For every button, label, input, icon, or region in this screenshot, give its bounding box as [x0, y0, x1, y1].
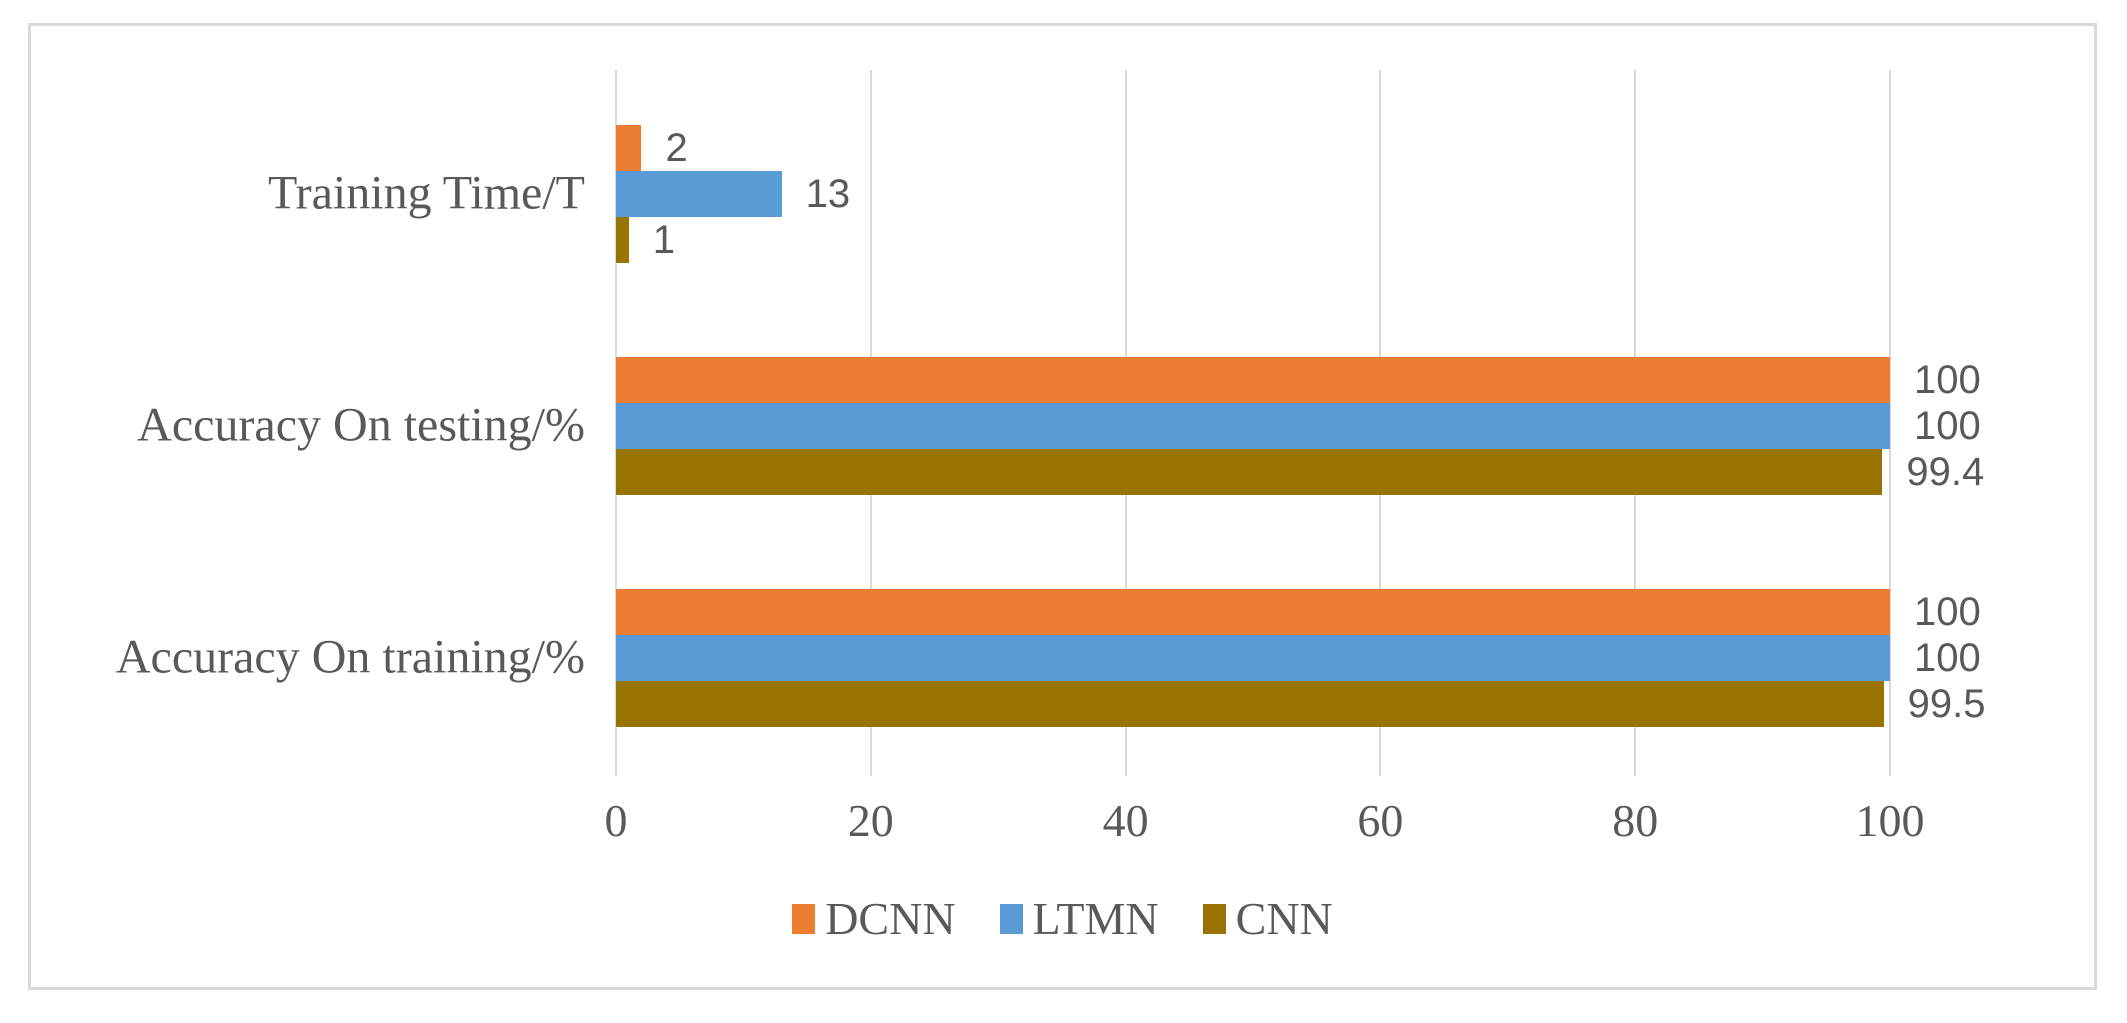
- bar-dcnn-category-1: [616, 357, 1890, 403]
- x-axis-tick-label: 20: [847, 795, 894, 846]
- bar-value-label-dcnn-category-0: 2: [665, 126, 688, 170]
- bar-value-label-cnn-category-2: 99.5: [1907, 682, 1986, 726]
- bar-dcnn-category-2: [616, 589, 1890, 635]
- bar-value-label-ltmn-category-2: 100: [1914, 636, 1981, 680]
- legend-swatch-cnn: [1202, 904, 1226, 934]
- bar-ltmn-category-0: [616, 171, 782, 217]
- legend-swatch-dcnn: [792, 904, 816, 934]
- x-axis-tick-label: 80: [1612, 795, 1659, 846]
- gridline-100: [1889, 70, 1891, 776]
- chart-legend: DCNN LTMN CNN: [28, 896, 2097, 942]
- category-label: Accuracy On testing/%: [137, 398, 585, 452]
- bar-ltmn-category-1: [616, 403, 1890, 449]
- bar-cnn-category-2: [616, 681, 1884, 727]
- bar-cnn-category-1: [616, 449, 1883, 495]
- bar-value-label-dcnn-category-2: 100: [1914, 590, 1981, 634]
- bar-ltmn-category-2: [616, 635, 1890, 681]
- bar-value-label-cnn-category-0: 1: [652, 218, 675, 262]
- category-label: Training Time/T: [268, 166, 585, 220]
- legend-item-dcnn: DCNN: [792, 893, 956, 944]
- category-label: Accuracy On training/%: [115, 630, 585, 684]
- x-axis-tick-label: 40: [1102, 795, 1149, 846]
- bar-value-label-dcnn-category-1: 100: [1914, 358, 1981, 402]
- legend-item-ltmn: LTMN: [999, 893, 1159, 944]
- legend-label-dcnn: DCNN: [825, 893, 956, 944]
- bar-value-label-ltmn-category-1: 100: [1914, 404, 1981, 448]
- legend-label-ltmn: LTMN: [1032, 893, 1159, 944]
- legend-swatch-ltmn: [999, 904, 1023, 934]
- bar-value-label-ltmn-category-0: 13: [805, 172, 851, 216]
- bar-value-label-cnn-category-1: 99.4: [1906, 450, 1985, 494]
- x-axis-tick-label: 100: [1855, 795, 1925, 846]
- bar-cnn-category-0: [616, 217, 629, 263]
- legend-label-cnn: CNN: [1235, 893, 1333, 944]
- bar-dcnn-category-0: [616, 125, 642, 171]
- legend-item-cnn: CNN: [1202, 893, 1333, 944]
- chart-border: [28, 23, 2097, 990]
- x-axis-tick-label: 60: [1357, 795, 1404, 846]
- x-axis-tick-label: 0: [604, 795, 628, 846]
